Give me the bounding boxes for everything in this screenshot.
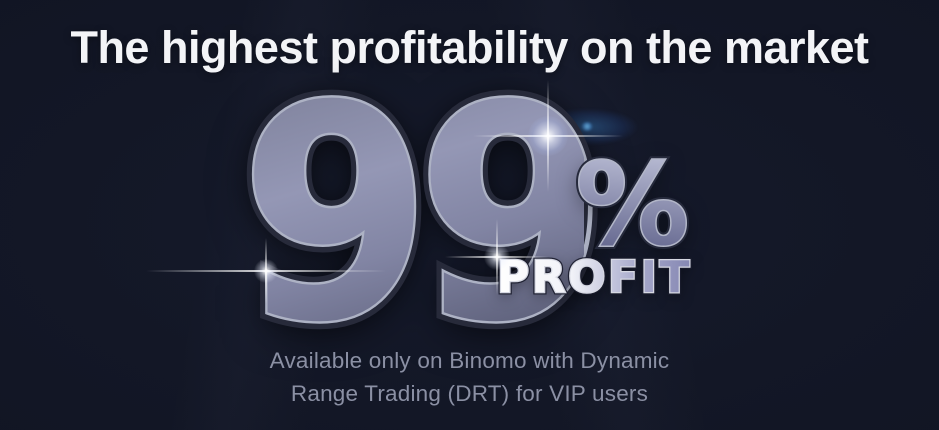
profit-label: PROFIT PROFIT PROFIT [495,252,693,308]
profit-rim: PROFIT [496,254,693,301]
big-number-99: 99 99 99 [233,42,616,387]
profit-outline: PROFIT [495,253,693,302]
subtitle-line-1: Available only on Binomo with Dynamic [269,348,670,373]
big-number-rim: 99 [238,64,611,365]
percent-fill: % [570,149,695,262]
percent-outline: % [570,145,695,265]
profit-fill: PROFIT [497,252,692,303]
big-number-outline: 99 [233,59,616,371]
big-number-fill: 99 [239,42,608,387]
page-title: The highest profitability on the market [70,22,869,73]
subtitle-line-2: Range Trading (DRT) for VIP users [290,381,649,406]
percent-symbol: % % % [570,145,695,279]
percent-rim: % [570,147,695,263]
subtitle: Available only on Binomo with Dynamic Ra… [0,344,939,410]
